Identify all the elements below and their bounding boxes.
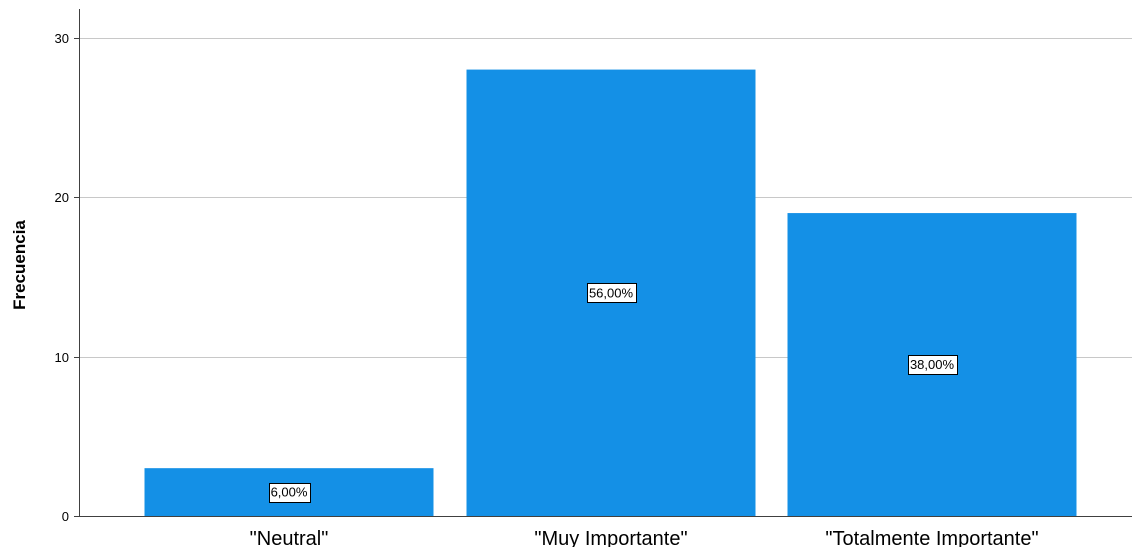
y-tick-label: 30 (55, 31, 69, 46)
bars (144, 69, 1077, 517)
data-labels: 6,00% 56,00% 38,00% (269, 283, 958, 503)
data-label-text: 6,00% (271, 485, 308, 500)
y-tick-label: 0 (62, 509, 69, 524)
y-axis-title: Frecuencia (10, 220, 29, 310)
data-label: 56,00% (587, 283, 637, 303)
data-label-box (908, 355, 958, 375)
y-tick-labels: 0 10 20 30 (55, 31, 79, 524)
data-label: 38,00% (908, 355, 958, 375)
y-tick-label: 20 (55, 190, 69, 205)
axes (79, 9, 1132, 517)
data-label-box (269, 483, 311, 503)
y-tick-label: 10 (55, 350, 69, 365)
data-label-box (587, 283, 637, 303)
x-category-label: "Neutral" (250, 528, 329, 547)
data-label-text: 38,00% (910, 357, 955, 372)
x-category-label: "Totalmente Importante" (825, 528, 1038, 547)
x-category-label: "Muy Importante" (534, 528, 687, 547)
data-label: 6,00% (269, 483, 311, 503)
x-category-labels: "Neutral" "Muy Importante" "Totalmente Imp… (250, 528, 1039, 547)
data-label-text: 56,00% (589, 285, 634, 300)
